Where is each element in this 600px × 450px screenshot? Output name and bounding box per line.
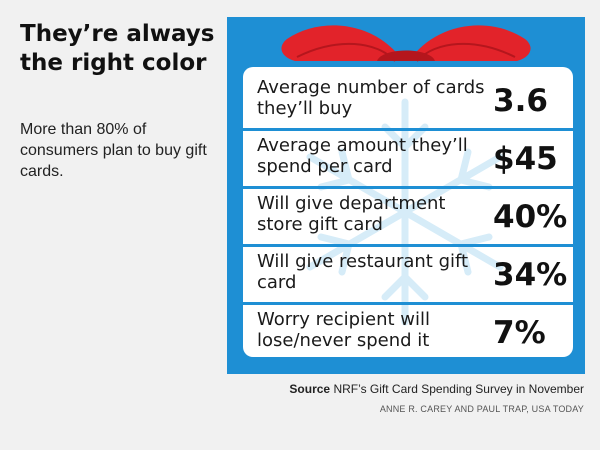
gift-card-infographic: Average number of cards they’ll buy 3.6 … (227, 17, 585, 374)
survey-table: Average number of cards they’ll buy 3.6 … (243, 73, 577, 363)
table-row: Worry recipient will lose/never spend it… (243, 305, 573, 363)
row-value: 40% (493, 199, 568, 235)
page-title: They’re always the right color (20, 21, 215, 76)
row-value: 3.6 (493, 83, 548, 119)
row-label: Will give restaurant gift card (257, 251, 469, 293)
table-row: Average amount they’ll spend per card $4… (243, 131, 577, 189)
row-divider (243, 244, 577, 247)
gift-card-graphic (227, 17, 585, 374)
table-row: Will give restaurant gift card 34% (243, 247, 577, 305)
row-divider (243, 186, 577, 189)
row-label: Average number of cards they’ll buy (257, 77, 485, 119)
page-subtitle: More than 80% of consumers plan to buy g… (20, 121, 207, 180)
bow-icon (281, 25, 531, 62)
source-text: NRF’s Gift Card Spending Survey in Novem… (333, 382, 584, 396)
row-value: $45 (493, 141, 558, 177)
row-value: 7% (493, 315, 546, 351)
row-divider (243, 128, 577, 131)
table-row: Average number of cards they’ll buy 3.6 (243, 73, 577, 131)
source-line: Source NRF’s Gift Card Spending Survey i… (289, 381, 584, 397)
row-label: Will give department store gift card (257, 193, 446, 235)
source-label: Source (289, 382, 331, 396)
credit-line: ANNE R. CAREY AND PAUL TRAP, USA TODAY (379, 404, 584, 414)
row-label: Average amount they’ll spend per card (257, 135, 468, 177)
row-divider (243, 302, 577, 305)
row-value: 34% (493, 257, 568, 293)
table-row: Will give department store gift card 40% (243, 189, 577, 247)
row-label: Worry recipient will lose/never spend it (257, 309, 431, 351)
